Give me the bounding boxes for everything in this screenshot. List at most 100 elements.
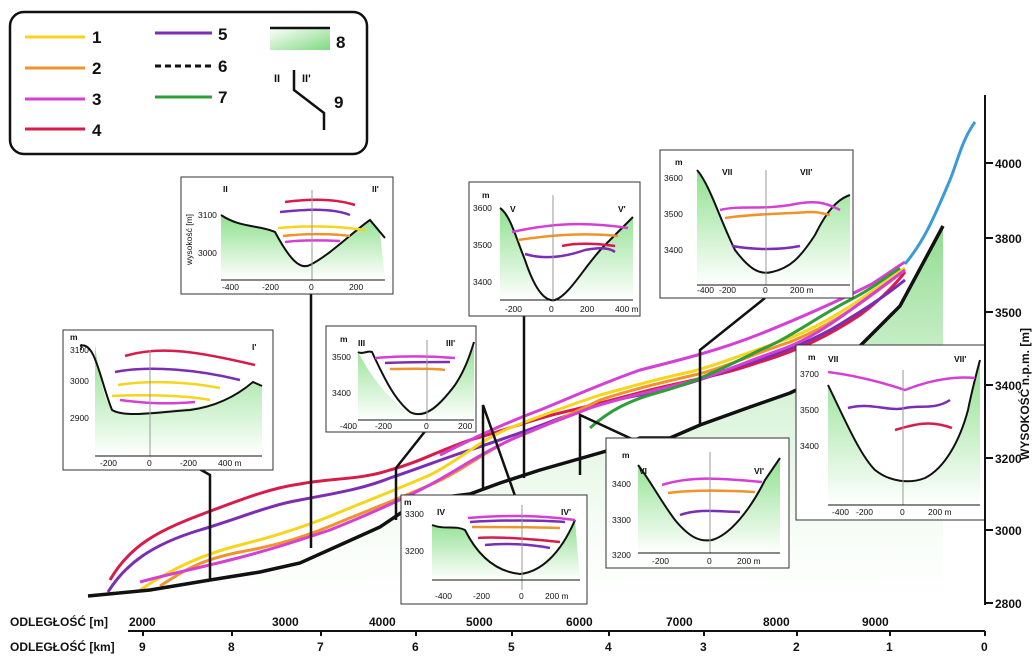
legend-item-7: 7 [155, 88, 227, 107]
inset-V-unit: m [482, 190, 490, 200]
inset-VIIb-unit: m [808, 352, 816, 362]
ice-line-blue [903, 121, 977, 265]
inset-II-ylabel: wysokość [m] [184, 214, 194, 266]
legend-label-6: 6 [218, 57, 227, 76]
inset-I-y1: 3100 [70, 345, 89, 355]
x-m-title: ODLEGŁOŚĆ [m] [10, 614, 108, 629]
y-tick-5: 3000 [995, 524, 1022, 538]
inset-V-left: V [510, 204, 516, 214]
inset-VII-b: m VII VII' 3700 3500 3400 -400 -200 0 20… [795, 344, 986, 521]
inset-V-y3: 3400 [473, 277, 492, 287]
section-label-left: II [274, 73, 280, 85]
legend-item-5: 5 [155, 25, 227, 44]
inset-VII-unit: m [675, 157, 683, 167]
inset-VIIb-left: VII [828, 354, 838, 364]
legend-item-2: 2 [25, 59, 101, 78]
x-km-tick-7: 2 [793, 640, 800, 654]
legend-item-6: 6 [155, 57, 227, 76]
inset-V-x1: -200 [505, 304, 522, 314]
inset-V-x4: 400 m [615, 304, 639, 314]
section-label-right: II' [302, 73, 311, 85]
x-km-tick-0: 9 [139, 640, 146, 654]
inset-IV-x3: 0 [519, 591, 524, 601]
legend-label-1: 1 [92, 28, 101, 47]
inset-IV-y2: 3200 [405, 546, 424, 556]
inset-IV-y1: 3300 [405, 509, 424, 519]
inset-I-x1: -200 [100, 458, 117, 468]
surface-line-3 [139, 268, 906, 584]
inset-III-y2: 3400 [332, 388, 351, 398]
inset-V-x3: 200 [580, 304, 594, 314]
inset-VIIb-x2: -200 [856, 507, 873, 517]
x-km-tick-4: 5 [508, 640, 515, 654]
inset-VI-x3: 200 m [737, 556, 761, 566]
x-m-tick-4: 6000 [566, 615, 593, 629]
inset-II-x4: 200 [349, 282, 363, 292]
legend-label-4: 4 [92, 121, 102, 140]
section-marker-IV [481, 404, 522, 511]
inset-IV-x2: -200 [473, 591, 490, 601]
inset-VI-left: VI [639, 466, 647, 476]
legend-item-1: 1 [25, 28, 101, 47]
inset-VII: m VII VII' 3600 3500 3400 -400 -200 0 20… [659, 149, 854, 299]
inset-II-left: II [223, 184, 228, 194]
inset-VI: m VI VI' 3400 3300 3200 -200 0 200 m [605, 437, 790, 569]
x-km-tick-8: 1 [886, 640, 893, 654]
x-m-tick-7: 9000 [862, 615, 889, 629]
y-tick-6: 2800 [995, 597, 1022, 611]
y-tick-4: 3200 [995, 452, 1022, 466]
section-line-icon [292, 70, 326, 130]
right-axis: 4000 3800 3500 3400 3200 3000 2800 WYSOK… [984, 95, 1032, 611]
inset-I-x4: 400 m [218, 458, 242, 468]
x-km-tick-2: 7 [317, 640, 324, 654]
inset-I-unit: m [70, 332, 78, 342]
inset-VIIb-right: VII' [954, 354, 966, 364]
inset-V-y1: 3600 [473, 203, 492, 213]
inset-VII-y2: 3500 [664, 209, 683, 219]
x-m-tick-1: 3000 [272, 615, 299, 629]
x-km-tick-9: 0 [981, 640, 988, 654]
inset-I-y2: 3000 [70, 376, 89, 386]
y-tick-0: 4000 [995, 157, 1022, 171]
y-tick-2: 3500 [995, 306, 1022, 320]
inset-II-right: II' [372, 184, 379, 194]
inset-IV: m IV IV' 3300 3200 -400 -200 0 200 m [400, 494, 588, 605]
x-m-tick-2: 4000 [369, 615, 396, 629]
legend-label-7: 7 [218, 88, 227, 107]
inset-II-x1: -400 [222, 282, 239, 292]
legend-label-8: 8 [336, 33, 345, 52]
x-km-tick-5: 4 [605, 640, 612, 654]
legend-label-2: 2 [92, 59, 101, 78]
surface-line-5 [106, 278, 906, 593]
y-axis-title: WYSOKOŚĆ n.p.m. [m] [1017, 328, 1032, 460]
inset-IV-right: IV' [561, 507, 571, 517]
inset-I-left: I [80, 342, 82, 352]
x-m-tick-5: 7000 [666, 615, 693, 629]
inset-VIIb-x3: 0 [900, 507, 905, 517]
inset-III-unit: m [340, 334, 348, 344]
y-tick-3: 3400 [995, 379, 1022, 393]
legend-item-9: II II' 9 [274, 70, 343, 130]
inset-VII-x3: 0 [763, 285, 768, 295]
inset-I-right: I' [252, 342, 256, 352]
inset-VI-y2: 3300 [612, 515, 631, 525]
inset-VI-y1: 3400 [612, 479, 631, 489]
inset-III-x4: 200 [458, 421, 472, 431]
inset-III-left: III [358, 338, 365, 348]
inset-III-x3: 0 [424, 421, 429, 431]
x-m-tick-3: 5000 [466, 615, 493, 629]
inset-IV-left: IV [437, 507, 445, 517]
surface-line-7 [588, 266, 901, 430]
x-m-tick-6: 8000 [763, 615, 790, 629]
inset-III-x2: -200 [375, 421, 392, 431]
legend-label-3: 3 [92, 90, 101, 109]
bottom-axes: ODLEGŁOŚĆ [m] 2000 3000 4000 5000 6000 7… [10, 614, 988, 654]
inset-II-y1: 3100 [198, 210, 217, 220]
inset-IV-unit: m [404, 497, 412, 507]
inset-III-right: III' [446, 338, 455, 348]
inset-VII-left: VII [722, 167, 732, 177]
inset-VI-x1: -200 [652, 556, 669, 566]
inset-V-x2: 0 [549, 304, 554, 314]
inset-II-x2: -200 [262, 282, 279, 292]
inset-VIIb-y2: 3500 [800, 405, 819, 415]
